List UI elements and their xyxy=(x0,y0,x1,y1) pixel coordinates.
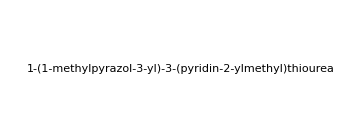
Text: 1-(1-methylpyrazol-3-yl)-3-(pyridin-2-ylmethyl)thiourea: 1-(1-methylpyrazol-3-yl)-3-(pyridin-2-yl… xyxy=(26,64,334,74)
